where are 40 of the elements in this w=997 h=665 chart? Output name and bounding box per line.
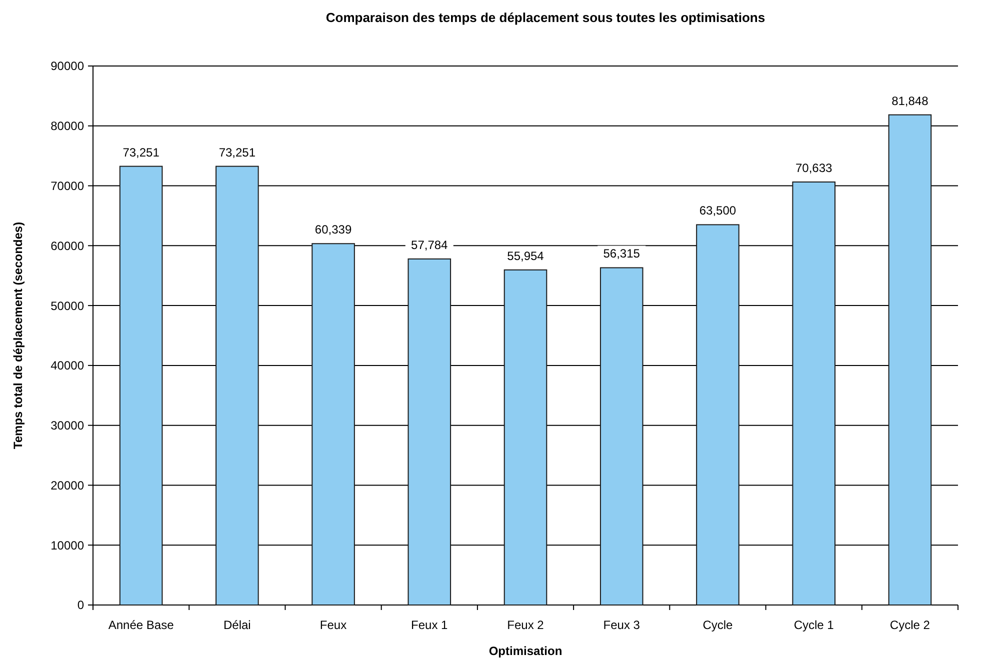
bar [312, 243, 355, 606]
bar [504, 269, 548, 606]
x-tick-label: Feux 2 [507, 618, 544, 632]
y-tick-label: 60000 [50, 238, 84, 253]
x-tick-label: Délai [223, 618, 251, 632]
data-label: 56,315 [603, 246, 640, 261]
bar [888, 114, 932, 606]
x-tick-label: Cycle 1 [794, 618, 834, 632]
y-tick-label: 70000 [50, 178, 84, 193]
bar [600, 267, 644, 606]
y-axis-title: Temps total de déplacement (secondes) [11, 222, 25, 450]
y-tick-label: 80000 [50, 119, 84, 134]
data-label: 60,339 [314, 222, 352, 237]
bar [216, 166, 259, 606]
data-label: 63,500 [699, 204, 736, 218]
x-tick-label: Feux 3 [603, 618, 640, 632]
data-label: 70,633 [795, 160, 833, 175]
data-label: 57,784 [411, 238, 448, 252]
x-tick-label: Feux [320, 618, 347, 632]
data-label: 55,954 [507, 248, 544, 263]
x-tick-label: Cycle [702, 618, 734, 632]
y-tick-label: 50000 [50, 298, 84, 313]
y-tick-label: 30000 [50, 418, 84, 433]
y-tick-label: 0 [77, 598, 84, 612]
bar [408, 258, 452, 606]
bar [119, 166, 163, 606]
data-label: 73,251 [218, 145, 256, 160]
y-tick-label: 40000 [50, 358, 84, 373]
data-label: 73,251 [122, 145, 160, 160]
y-tick-label: 10000 [50, 538, 84, 552]
data-label: 81,848 [892, 94, 929, 108]
x-tick-label: Feux 1 [411, 618, 448, 632]
x-tick-label: Cycle 2 [890, 618, 930, 632]
chart-title: Comparaison des temps de déplacement sous toutes les optimisations [326, 10, 766, 25]
x-tick-label: Année Base [108, 618, 174, 632]
x-axis-title: Optimisation [488, 644, 562, 658]
bar [792, 181, 836, 606]
y-tick-label: 20000 [50, 478, 84, 492]
y-tick-label: 90000 [50, 59, 84, 74]
bar [696, 224, 740, 606]
